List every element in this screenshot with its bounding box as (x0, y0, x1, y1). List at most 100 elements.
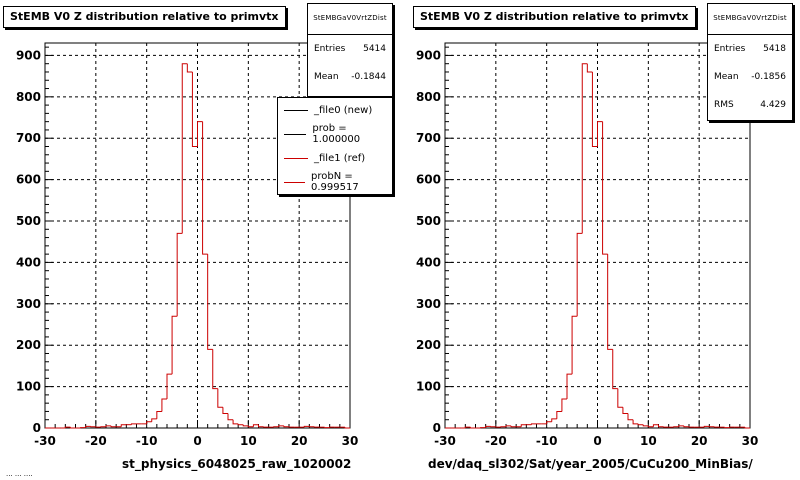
histogram-bin (120, 424, 127, 427)
histogram-bin (658, 424, 664, 428)
histogram-bin (551, 418, 557, 422)
x-tick-label: -30 (34, 434, 56, 448)
x-tick-label: -20 (485, 434, 507, 448)
right-chart-title: StEMB V0 Z distribution relative to prim… (413, 6, 696, 28)
histogram-bin (642, 424, 649, 427)
histogram-bin (197, 121, 203, 147)
x-tick-label: 0 (593, 434, 601, 448)
legend-line-black (284, 133, 307, 135)
histogram-bin (505, 425, 512, 427)
histogram-bin (202, 121, 208, 255)
y-tick-label: 300 (416, 297, 441, 311)
right-stats-mean: Mean -0.1856 (714, 72, 786, 82)
histogram-bin (678, 425, 684, 427)
y-tick-label: 200 (16, 338, 41, 352)
partial-footer-text: ... ... .... (6, 470, 33, 478)
right-stats-rms: RMS 4.429 (714, 100, 786, 110)
histogram-bin (212, 349, 218, 390)
histogram-series (45, 63, 350, 429)
histogram-bin (207, 254, 213, 350)
y-tick-label: 0 (33, 421, 41, 435)
histogram-bin (283, 425, 289, 428)
histogram-bin (191, 71, 198, 147)
legend-entry-file0: _file0 (new) (278, 98, 392, 122)
histogram-bin (683, 425, 689, 428)
histogram-bin (586, 63, 593, 73)
x-tick-label: -30 (434, 434, 456, 448)
histogram-bin (222, 407, 228, 415)
histogram-bin (617, 388, 623, 408)
x-tick-label: -20 (85, 434, 107, 448)
x-tick-label: -10 (536, 434, 558, 448)
y-tick-label: 800 (416, 90, 441, 104)
y-tick-label: 0 (433, 421, 441, 435)
right-x-axis-label: dev/daq_sl302/Sat/year_2005/CuCu200_MinB… (428, 457, 753, 471)
legend-entry-file1: _file1 (ref) (278, 146, 392, 170)
y-tick-label: 800 (16, 90, 41, 104)
histogram-bin (166, 373, 173, 400)
histogram-bin (632, 419, 639, 425)
left-stats-box: StEMBGaV0VrtZDist Entries 5414 Mean -0.184… (307, 3, 393, 97)
histogram-bin (85, 425, 91, 428)
histogram-bin (161, 398, 167, 412)
histogram-bin (561, 398, 567, 412)
histogram-bin (744, 427, 750, 429)
histogram-bin (146, 421, 152, 424)
left-x-axis-label: st_physics_6048025_raw_1020002 (122, 457, 352, 471)
right-stats-entries: Entries 5418 (714, 44, 786, 54)
y-tick-label: 600 (416, 173, 441, 187)
histogram-bin (303, 425, 310, 428)
histogram-bin (510, 425, 517, 428)
y-tick-label: 900 (16, 48, 41, 62)
histogram-bin (171, 315, 178, 375)
histogram-bin (64, 426, 71, 428)
histogram-bin (237, 423, 244, 426)
histogram-bin (566, 373, 573, 400)
histogram-bin (217, 388, 223, 408)
histogram-bin (258, 424, 264, 428)
x-tick-label: 20 (291, 434, 308, 448)
x-tick-label: 30 (342, 434, 359, 448)
histogram-bin (581, 63, 588, 234)
histogram-bin (576, 232, 583, 317)
histogram-bin (278, 425, 284, 427)
y-tick-label: 400 (416, 255, 441, 269)
legend-entry-probN: probN = 0.999517 (278, 170, 392, 194)
histogram-bin (597, 121, 603, 147)
legend-line-red (284, 181, 305, 183)
x-tick-label: 30 (742, 434, 759, 448)
histogram-bin (151, 418, 157, 422)
right-stats-name: StEMBGaV0VrtZDist (708, 4, 792, 35)
histogram-bin (105, 425, 112, 427)
grid-lines (445, 43, 750, 428)
x-tick-label: 20 (691, 434, 708, 448)
histogram-bin (530, 423, 537, 425)
y-tick-label: 100 (416, 380, 441, 394)
right-histogram-plot: 0 100 200 300 400 500 600 700 800 900 -30 -20 -10 0 10… (416, 42, 759, 448)
left-stats-entries: Entries 5414 (314, 44, 386, 54)
y-tick-label: 500 (16, 214, 41, 228)
histogram-bin (571, 315, 578, 375)
x-tick-label: -10 (136, 434, 158, 448)
x-tick-label: 10 (640, 434, 657, 448)
histogram-bin (110, 425, 117, 428)
histogram-bin (652, 424, 659, 427)
histogram-bin (69, 427, 76, 429)
y-tick-label: 300 (16, 297, 41, 311)
left-legend: _file0 (new) prob = 1.000000 _file1 (ref… (277, 97, 393, 195)
legend-entry-prob: prob = 1.000000 (278, 122, 392, 146)
histogram-bin (591, 71, 598, 147)
histogram-bin (612, 349, 618, 390)
y-tick-label: 400 (16, 255, 41, 269)
histogram-bin (637, 423, 644, 426)
y-tick-label: 700 (16, 131, 41, 145)
histogram-bin (242, 424, 249, 427)
y-tick-label: 100 (16, 380, 41, 394)
histogram-series (445, 63, 750, 429)
histogram-bin (485, 425, 491, 428)
histogram-bin (703, 425, 710, 428)
histogram-bin (546, 421, 552, 424)
histogram-bin (227, 413, 234, 421)
right-stats-box: StEMBGaV0VrtZDist Entries 5418 Mean -0.185… (707, 3, 793, 121)
legend-line-red (284, 157, 308, 159)
